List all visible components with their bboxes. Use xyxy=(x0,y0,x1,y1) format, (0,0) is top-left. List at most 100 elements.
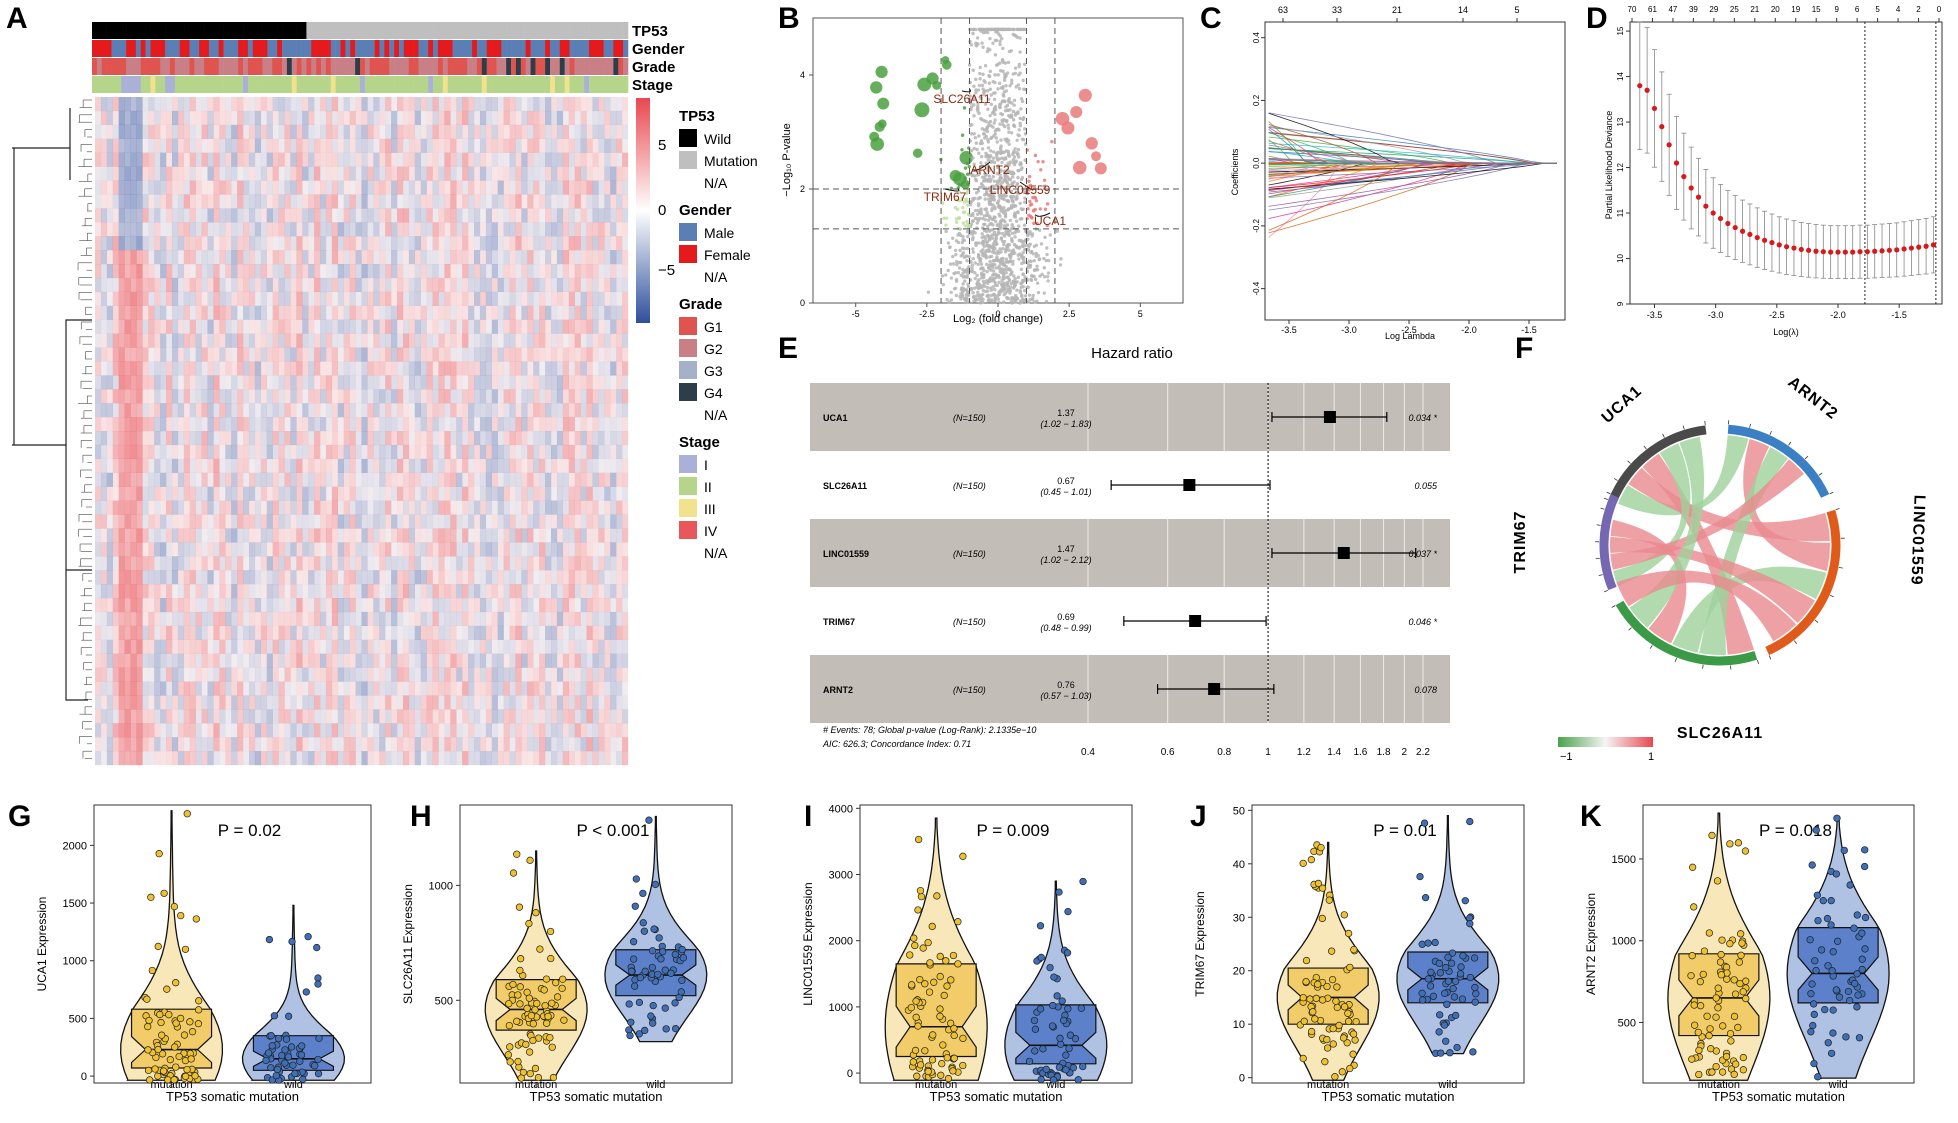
heatmap-cell xyxy=(172,389,178,403)
heatmap-cell xyxy=(521,111,527,125)
heatmap-cell xyxy=(409,236,415,250)
heatmap-cell xyxy=(160,709,166,723)
heatmap-cell xyxy=(225,348,231,362)
heatmap-cell xyxy=(131,445,137,459)
heatmap-cell xyxy=(95,403,101,417)
heatmap-cell xyxy=(598,640,604,654)
heatmap-cell xyxy=(125,375,131,389)
heatmap-cell xyxy=(148,723,154,737)
stage-cell xyxy=(492,76,497,93)
heatmap-cell xyxy=(492,528,498,542)
heatmap-cell xyxy=(551,375,557,389)
heatmap-cell xyxy=(113,389,119,403)
heatmap-cell xyxy=(148,111,154,125)
heatmap-cell xyxy=(403,668,409,682)
heatmap-cell xyxy=(290,361,296,375)
tp53-cell xyxy=(384,22,389,39)
heatmap-cell xyxy=(527,320,533,334)
heatmap-cell xyxy=(385,417,391,431)
heatmap-cell xyxy=(456,417,462,431)
heatmap-cell xyxy=(397,278,403,292)
heatmap-cell xyxy=(290,236,296,250)
heatmap-cell xyxy=(119,334,125,348)
heatmap-cell xyxy=(208,403,214,417)
heatmap-cell xyxy=(166,459,172,473)
heatmap-cell xyxy=(202,723,208,737)
heatmap-cell xyxy=(344,306,350,320)
heatmap-cell xyxy=(184,250,190,264)
heatmap-cell xyxy=(575,167,581,181)
heatmap-cell xyxy=(450,208,456,222)
heatmap-cell xyxy=(379,139,385,153)
heatmap-cell xyxy=(125,111,131,125)
heatmap-cell xyxy=(231,556,237,570)
heatmap-cell xyxy=(338,250,344,264)
heatmap-cell xyxy=(492,264,498,278)
heatmap-cell xyxy=(397,153,403,167)
heatmap-cell xyxy=(356,417,362,431)
heatmap-cell xyxy=(575,528,581,542)
heatmap-cell xyxy=(308,361,314,375)
heatmap-cell xyxy=(320,431,326,445)
heatmap-cell xyxy=(196,153,202,167)
heatmap-cell xyxy=(622,139,628,153)
heatmap-cell xyxy=(545,640,551,654)
heatmap-cell xyxy=(397,528,403,542)
heatmap-cell xyxy=(267,208,273,222)
heatmap-cell xyxy=(267,222,273,236)
heatmap-cell xyxy=(302,389,308,403)
heatmap-cell xyxy=(290,612,296,626)
heatmap-cell xyxy=(95,612,101,626)
heatmap-cell xyxy=(202,236,208,250)
heatmap-cell xyxy=(231,264,237,278)
heatmap-cell xyxy=(504,751,510,765)
heatmap-cell xyxy=(379,250,385,264)
heatmap-cell xyxy=(154,389,160,403)
heatmap-cell xyxy=(539,473,545,487)
heatmap-cell xyxy=(196,584,202,598)
heatmap-cell xyxy=(403,737,409,751)
heatmap-cell xyxy=(279,181,285,195)
heatmap-cell xyxy=(462,236,468,250)
heatmap-cell xyxy=(450,417,456,431)
gender-cell xyxy=(321,40,326,57)
heatmap-cell xyxy=(302,125,308,139)
heatmap-cell xyxy=(267,334,273,348)
heatmap-cell xyxy=(480,501,486,515)
heatmap-cell xyxy=(403,320,409,334)
heatmap-cell xyxy=(273,167,279,181)
stage-cell xyxy=(394,76,399,93)
heatmap-cell xyxy=(255,236,261,250)
stage-cell xyxy=(258,76,263,93)
heatmap-cell xyxy=(107,181,113,195)
heatmap-cell xyxy=(356,389,362,403)
heatmap-cell xyxy=(273,389,279,403)
heatmap-cell xyxy=(622,556,628,570)
heatmap-cell xyxy=(598,737,604,751)
heatmap-cell xyxy=(243,751,249,765)
heatmap-cell xyxy=(267,695,273,709)
heatmap-cell xyxy=(196,361,202,375)
heatmap-cell xyxy=(285,459,291,473)
heatmap-cell xyxy=(344,181,350,195)
heatmap-cell xyxy=(154,459,160,473)
heatmap-cell xyxy=(326,278,332,292)
heatmap-cell xyxy=(474,737,480,751)
heatmap-cell xyxy=(438,403,444,417)
heatmap-cell xyxy=(178,431,184,445)
heatmap-cell xyxy=(314,459,320,473)
heatmap-cell xyxy=(290,584,296,598)
heatmap-cell xyxy=(314,542,320,556)
heatmap-cell xyxy=(190,348,196,362)
heatmap-cell xyxy=(338,292,344,306)
heatmap-cell xyxy=(444,111,450,125)
heatmap-cell xyxy=(131,181,137,195)
heatmap-cell xyxy=(296,97,302,111)
heatmap-cell xyxy=(433,640,439,654)
heatmap-cell xyxy=(273,417,279,431)
heatmap-cell xyxy=(119,487,125,501)
heatmap-cell xyxy=(462,542,468,556)
heatmap-cell xyxy=(521,417,527,431)
heatmap-cell xyxy=(273,598,279,612)
heatmap-cell xyxy=(587,403,593,417)
